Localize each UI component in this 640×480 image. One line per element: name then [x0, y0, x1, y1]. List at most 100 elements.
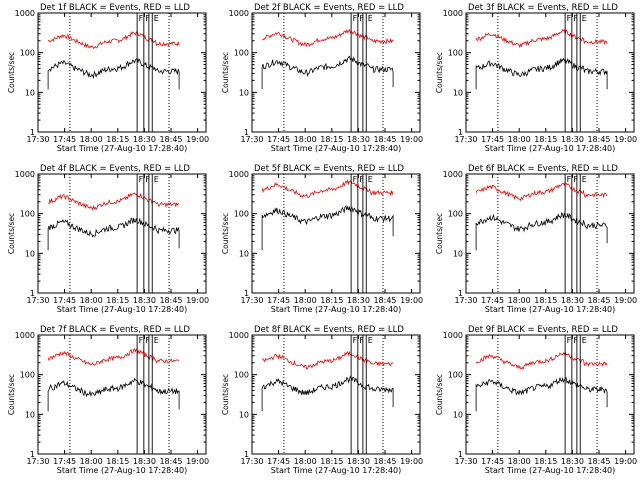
events-series-line — [47, 377, 180, 412]
lld-series-line — [475, 350, 608, 370]
flag-marker: E — [154, 14, 159, 23]
flag-marker: F — [359, 336, 364, 345]
panel-6: Det 6f BLACK = Events, RED = LLD 1 10 100 10… — [435, 164, 637, 314]
flag-marker: F — [145, 175, 150, 184]
y-tick-label: 100 — [448, 49, 463, 58]
y-axis-label: Counts/sec — [435, 213, 444, 254]
panel-3: Det 3f BLACK = Events, RED = LLD 1 10 100 10… — [435, 3, 637, 153]
flag-marker: F — [145, 336, 150, 345]
panel-5: Det 5f BLACK = Events, RED = LLD 1 10 100 10… — [221, 164, 423, 314]
y-tick-label: 10 — [25, 249, 35, 258]
panel-title: Det 5f BLACK = Events, RED = LLD — [254, 164, 404, 174]
x-tick-label: 18:30 — [561, 135, 584, 144]
x-tick-label: 18:45 — [587, 296, 610, 305]
panel-title: Det 8f BLACK = Events, RED = LLD — [254, 325, 404, 335]
x-tick-label: 18:00 — [508, 296, 531, 305]
x-axis-label: Start Time (27-Aug-10 17:28:40) — [57, 305, 188, 314]
x-axis-label: Start Time (27-Aug-10 17:28:40) — [271, 144, 402, 153]
x-axis-label: Start Time (27-Aug-10 17:28:40) — [57, 466, 188, 475]
x-tick-label: 18:45 — [587, 135, 610, 144]
x-axis-label: Start Time (27-Aug-10 17:28:40) — [485, 305, 616, 314]
x-tick-label: 18:00 — [80, 135, 103, 144]
x-tick-label: 18:30 — [133, 457, 156, 466]
flag-marker: F — [567, 336, 572, 345]
y-tick-label: 1000 — [229, 170, 249, 179]
x-tick-label: 19:00 — [186, 135, 209, 144]
y-tick-label: 10 — [25, 88, 35, 97]
x-tick-label: 17:30 — [454, 457, 477, 466]
x-tick-label: 18:00 — [294, 296, 317, 305]
x-tick-label: 18:30 — [347, 296, 370, 305]
x-tick-label: 17:45 — [53, 296, 76, 305]
x-axis-label: Start Time (27-Aug-10 17:28:40) — [485, 144, 616, 153]
flag-marker: E — [368, 14, 373, 23]
x-tick-label: 18:15 — [534, 135, 557, 144]
x-tick-label: 19:00 — [186, 296, 209, 305]
x-tick-label: 18:00 — [80, 296, 103, 305]
y-tick-label: 1000 — [15, 9, 35, 18]
flag-marker: F — [567, 175, 572, 184]
x-tick-label: 18:45 — [373, 296, 396, 305]
y-tick-label: 10 — [453, 88, 463, 97]
x-tick-label: 17:45 — [481, 457, 504, 466]
x-tick-label: 19:00 — [614, 135, 637, 144]
x-tick-label: 18:30 — [347, 457, 370, 466]
x-tick-label: 18:00 — [294, 135, 317, 144]
panel-9: Det 9f BLACK = Events, RED = LLD 1 10 100 10… — [435, 325, 637, 475]
flag-marker: E — [154, 175, 159, 184]
panel-title: Det 4f BLACK = Events, RED = LLD — [40, 164, 190, 174]
x-tick-label: 17:45 — [267, 457, 290, 466]
y-tick-label: 10 — [25, 410, 35, 419]
y-tick-label: 1 — [30, 450, 35, 459]
events-series-line — [261, 55, 394, 90]
lld-series-line — [475, 29, 608, 49]
y-tick-label: 1000 — [443, 331, 463, 340]
plot-frame — [251, 334, 421, 455]
y-tick-label: 1000 — [229, 331, 249, 340]
x-tick-label: 19:00 — [614, 296, 637, 305]
plot-frame — [465, 12, 635, 133]
x-tick-label: 17:45 — [481, 135, 504, 144]
y-axis-label: Counts/sec — [221, 213, 230, 254]
x-axis-label: Start Time (27-Aug-10 17:28:40) — [57, 144, 188, 153]
flag-marker: F — [145, 14, 150, 23]
panel-title: Det 7f BLACK = Events, RED = LLD — [40, 325, 190, 335]
y-tick-label: 1000 — [443, 9, 463, 18]
flag-marker: E — [582, 14, 587, 23]
y-tick-label: 1000 — [15, 331, 35, 340]
y-tick-label: 10 — [239, 249, 249, 258]
flag-marker: F — [353, 175, 358, 184]
lld-series-line — [48, 192, 180, 211]
x-tick-label: 17:30 — [454, 296, 477, 305]
x-tick-label: 18:15 — [534, 457, 557, 466]
flag-marker: F — [359, 175, 364, 184]
x-tick-label: 17:45 — [481, 296, 504, 305]
x-tick-label: 18:30 — [561, 296, 584, 305]
y-tick-label: 1 — [244, 289, 249, 298]
x-tick-label: 19:00 — [400, 135, 423, 144]
x-tick-label: 17:45 — [53, 457, 76, 466]
x-tick-label: 18:15 — [106, 457, 129, 466]
lld-series-line — [47, 348, 180, 366]
x-tick-label: 18:45 — [587, 457, 610, 466]
y-tick-label: 100 — [448, 210, 463, 219]
x-tick-label: 19:00 — [614, 457, 637, 466]
y-tick-label: 1 — [458, 128, 463, 137]
y-tick-label: 1 — [30, 128, 35, 137]
panel-4: Det 4f BLACK = Events, RED = LLD 1 10 100 10… — [7, 164, 209, 314]
flag-marker: F — [567, 14, 572, 23]
y-tick-label: 1000 — [443, 170, 463, 179]
x-axis-label: Start Time (27-Aug-10 17:28:40) — [271, 466, 402, 475]
x-tick-label: 18:30 — [133, 135, 156, 144]
y-tick-label: 100 — [234, 371, 249, 380]
events-series-line — [475, 57, 608, 90]
y-tick-label: 100 — [234, 210, 249, 219]
y-tick-label: 1 — [244, 128, 249, 137]
flag-marker: E — [154, 336, 159, 345]
y-tick-label: 10 — [239, 88, 249, 97]
lld-series-line — [262, 350, 394, 370]
y-axis-label: Counts/sec — [7, 213, 16, 254]
flag-marker: F — [573, 175, 578, 184]
panel-title: Det 3f BLACK = Events, RED = LLD — [468, 3, 618, 13]
